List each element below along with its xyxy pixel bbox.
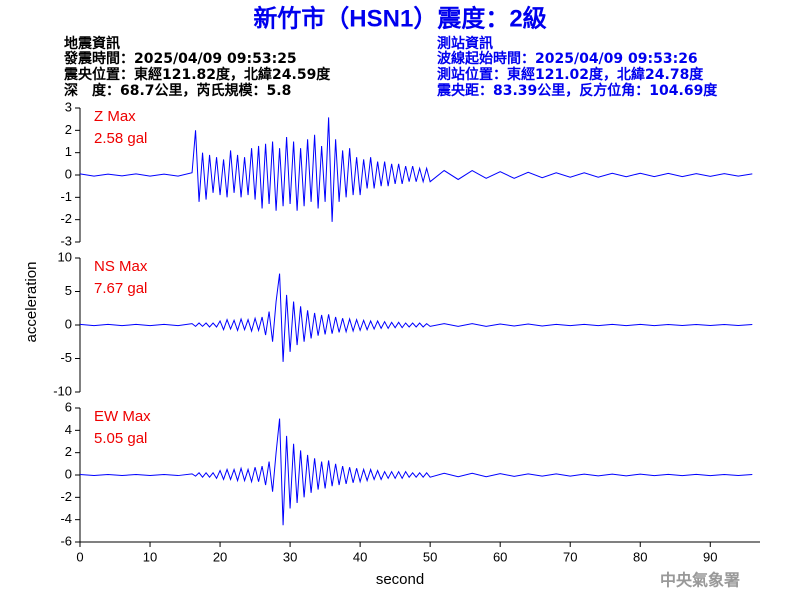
y-tick-label: 0 [65,466,72,481]
info-right: 測站資訊 [437,35,493,52]
y-tick-label: 0 [65,166,72,181]
x-tick-label: 70 [563,549,577,564]
x-tick-label: 80 [633,549,647,564]
x-tick-label: 50 [423,549,437,564]
info-left: 震央位置：東經121.82度，北緯24.59度 [63,66,331,83]
y-tick-label: 4 [65,422,72,437]
info-left: 地震資訊 [64,35,120,52]
y-axis-label: acceleration [23,262,40,343]
annotation: 5.05 gal [94,430,147,447]
y-tick-label: 10 [58,249,72,264]
y-tick-label: -6 [60,533,72,548]
y-tick-label: -1 [60,189,72,204]
annotation: 2.58 gal [94,130,147,147]
y-tick-label: 3 [65,99,72,114]
annotation: EW Max [94,408,151,425]
x-tick-label: 40 [353,549,367,564]
y-tick-label: -2 [60,211,72,226]
y-tick-label: -4 [60,511,72,526]
waveform [79,117,753,222]
y-tick-label: 6 [65,399,72,414]
y-tick-label: 2 [65,122,72,137]
info-right: 波線起始時間：2025/04/09 09:53:26 [437,50,698,67]
x-tick-label: 90 [703,549,717,564]
annotation: Z Max [94,108,136,125]
annotation: 7.67 gal [94,280,147,297]
x-axis-label: second [376,571,424,588]
x-tick-label: 20 [213,549,227,564]
title: 新竹市（HSN1）震度：2級 [253,4,546,32]
y-tick-label: -2 [60,489,72,504]
waveform [79,418,753,526]
credit: 中央氣象署 [660,571,740,590]
y-tick-label: -5 [60,350,72,365]
info-left: 深 度：68.7公里，芮氏規模：5.8 [64,82,291,99]
annotation: NS Max [94,258,148,275]
y-tick-label: -10 [53,383,72,398]
y-tick-label: 1 [65,144,72,159]
x-tick-label: 60 [493,549,507,564]
x-tick-label: 10 [143,549,157,564]
x-tick-label: 0 [76,549,83,564]
y-tick-label: -3 [60,233,72,248]
info-right: 測站位置：東經121.02度，北緯24.78度 [437,66,704,83]
y-tick-label: 5 [65,283,72,298]
info-left: 發震時間：2025/04/09 09:53:25 [63,50,297,67]
y-tick-label: 0 [65,316,72,331]
info-right: 震央距：83.39公里，反方位角：104.69度 [436,82,718,99]
y-tick-label: 2 [65,444,72,459]
waveform [79,273,753,362]
x-tick-label: 30 [283,549,297,564]
